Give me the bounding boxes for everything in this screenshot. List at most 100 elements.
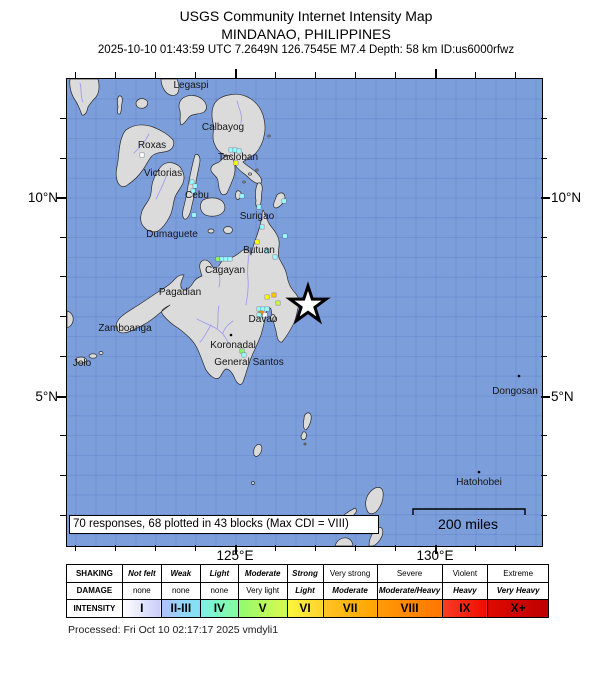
city-label: Koronadal [210, 340, 256, 351]
legend-cell-damage: Very light [237, 581, 288, 600]
scale-bar [412, 508, 526, 515]
island [255, 168, 259, 172]
city-label: Davao [248, 314, 278, 325]
axis-tick [515, 72, 517, 78]
legend-cell-damage: Moderate/Heavy [376, 581, 443, 600]
axis-tick [57, 396, 66, 398]
intensity-block [272, 254, 278, 260]
intensity-block [190, 188, 196, 194]
intensity-block [239, 193, 245, 199]
axis-tick [195, 545, 197, 551]
intensity-block [227, 256, 233, 262]
legend-cell-shaking: Violent [441, 564, 489, 583]
axis-tick [60, 435, 66, 437]
city-label: Cagayan [204, 265, 246, 276]
city-label: Pagadian [158, 287, 202, 298]
axis-tick [541, 276, 547, 278]
intensity-block [262, 312, 268, 318]
axis-label-left-10n: 10°N [27, 190, 58, 205]
island [303, 412, 312, 431]
island [98, 351, 104, 355]
axis-tick [541, 356, 547, 358]
intensity-block [282, 233, 288, 239]
intensity-block [259, 224, 265, 230]
island [116, 95, 123, 115]
legend-cell-damage: Heavy [441, 581, 489, 600]
intensity-block [264, 248, 270, 254]
island [334, 537, 354, 546]
city-label: Roxas [137, 140, 167, 151]
legend-cell-shaking: Extreme [487, 564, 549, 583]
axis-label-right-5n: 5°N [551, 389, 574, 404]
intensity-block [271, 292, 277, 298]
island-bohol [200, 197, 226, 217]
axis-tick [60, 118, 66, 120]
island [207, 228, 215, 234]
axis-tick [155, 545, 157, 551]
intensity-block [254, 239, 260, 245]
island [88, 353, 98, 359]
intensity-block [189, 179, 195, 185]
axis-tick [115, 72, 117, 78]
axis-tick [115, 545, 117, 551]
axis-tick [541, 237, 547, 239]
island-samar [211, 93, 266, 184]
event-details-line: 2025-10-10 01:43:59 UTC 7.2649N 126.7545… [97, 44, 515, 56]
axis-tick [541, 475, 547, 477]
legend-row-header: INTENSITY [66, 599, 123, 618]
place-dot [477, 470, 481, 474]
epicenter-star[interactable] [285, 281, 331, 325]
intensity-block [215, 256, 221, 262]
axis-tick [155, 72, 157, 78]
island [365, 487, 384, 515]
legend-cell-shaking: Strong [286, 564, 324, 583]
intensity-block [219, 256, 225, 262]
axis-tick [60, 515, 66, 517]
axis-tick [235, 545, 237, 554]
axis-tick [395, 545, 397, 551]
map-canvas[interactable]: Legaspi Calbayog Roxas Tacloban Victorias Ceb… [66, 78, 543, 547]
scale-bar-label: 200 miles [438, 516, 498, 532]
island [253, 444, 263, 457]
intensity-block [275, 300, 281, 306]
rivers [79, 82, 251, 346]
axis-tick [275, 72, 277, 78]
city-label: Legaspi [173, 80, 209, 91]
axis-tick [75, 545, 77, 551]
city-label: Victorias [143, 168, 183, 179]
island [67, 310, 74, 328]
island-cebu [182, 154, 201, 220]
legend-cell-intensity: II-III [160, 599, 201, 618]
legend-cell-intensity: VII [322, 599, 378, 618]
legend-cell-intensity: VIII [376, 599, 443, 618]
intensity-block [191, 212, 197, 218]
legend-cell-damage: none [199, 581, 239, 600]
axis-tick [355, 545, 357, 551]
legend-row-header: SHAKING [66, 564, 123, 583]
legend-cell-intensity: VI [286, 599, 324, 618]
axis-tick [60, 475, 66, 477]
axis-tick [75, 72, 77, 78]
axis-tick [515, 545, 517, 551]
legend-cell-shaking: Severe [376, 564, 443, 583]
island [300, 431, 307, 441]
legend-cell-damage: Moderate [322, 581, 378, 600]
legend-cell-intensity: I [121, 599, 162, 618]
intensity-block [241, 352, 247, 358]
legend-cell-damage: Light [286, 581, 324, 600]
island [267, 134, 271, 138]
legend-row-header: DAMAGE [66, 581, 123, 600]
island [251, 481, 255, 485]
island [135, 98, 149, 109]
intensity-block [281, 198, 287, 204]
processed-timestamp: Processed: Fri Oct 10 02:17:17 2025 vmdy… [68, 624, 279, 636]
island-panay [115, 124, 175, 187]
axis-label-right-10n: 10°N [551, 190, 582, 205]
legend-cell-shaking: Not felt [121, 564, 162, 583]
island [303, 442, 307, 446]
axis-tick [315, 545, 317, 551]
city-label: Jolo [72, 358, 92, 369]
intensity-block [264, 294, 270, 300]
axis-tick [541, 515, 547, 517]
